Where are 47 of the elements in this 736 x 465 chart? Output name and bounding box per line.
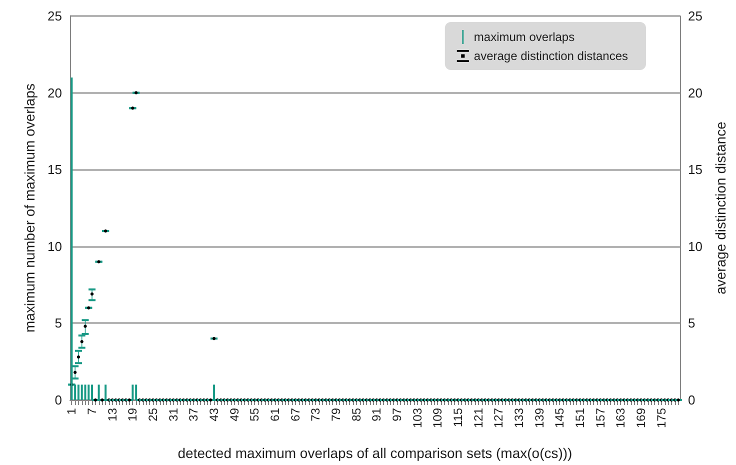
x-tick-label: 103 xyxy=(410,408,424,428)
y2-axis-title: average distinction distance xyxy=(712,121,728,294)
y2-tick-label: 5 xyxy=(688,316,696,331)
x-tick-label: 151 xyxy=(573,408,588,428)
x-tick-label: 169 xyxy=(634,408,648,428)
y-tick-label: 15 xyxy=(48,162,62,178)
y2-tick-label: 25 xyxy=(688,8,702,24)
y2-tick-label: 15 xyxy=(688,162,702,178)
y-axis-title: maximum number of maximum overlaps xyxy=(22,84,38,332)
x-tick-label: 139 xyxy=(532,408,546,428)
x-tick-label: 109 xyxy=(430,408,445,428)
x-tick-label: 97 xyxy=(390,408,404,422)
y2-tick-label: 10 xyxy=(688,238,702,254)
x-tick-label: 37 xyxy=(186,408,201,422)
y-tick-label: 0 xyxy=(54,392,62,408)
x-tick-label: 145 xyxy=(552,408,567,428)
x-tick-label: 49 xyxy=(227,408,242,422)
y-tick-label: 10 xyxy=(48,238,62,254)
legend-label: average distinction distances xyxy=(474,49,628,63)
x-tick-label: 7 xyxy=(85,408,100,415)
x-tick-label: 133 xyxy=(512,408,526,428)
y-tick-label: 20 xyxy=(48,85,62,100)
x-tick-label: 13 xyxy=(105,408,120,422)
x-tick-label: 43 xyxy=(207,408,222,422)
x-tick-label: 55 xyxy=(248,408,262,422)
x-tick-label: 91 xyxy=(370,408,384,422)
x-tick-label: 31 xyxy=(166,408,180,422)
x-tick-label: 175 xyxy=(654,408,668,428)
x-tick-label: 67 xyxy=(288,408,302,422)
x-tick-label: 115 xyxy=(451,408,466,428)
x-tick-label: 85 xyxy=(349,408,364,422)
y2-tick-label: 20 xyxy=(688,85,702,100)
legend-label: maximum overlaps xyxy=(474,30,575,44)
y-tick-label: 5 xyxy=(54,316,62,331)
x-tick-label: 25 xyxy=(146,408,160,422)
x-tick-label: 73 xyxy=(308,408,323,422)
y-tick-label: 25 xyxy=(48,8,62,24)
x-tick-label: 61 xyxy=(268,408,282,422)
x-tick-label: 127 xyxy=(492,408,506,428)
x-tick-label: 121 xyxy=(471,408,486,428)
y2-tick-label: 0 xyxy=(688,392,696,408)
x-tick-label: 19 xyxy=(126,408,140,422)
x-tick-label: 79 xyxy=(329,408,344,422)
x-tick-label: 1 xyxy=(64,408,79,415)
x-tick-label: 157 xyxy=(593,408,608,428)
x-tick-label: 163 xyxy=(614,408,628,428)
x-axis-title: detected maximum overlaps of all comparison sets (max(o(cs))) xyxy=(178,445,572,461)
